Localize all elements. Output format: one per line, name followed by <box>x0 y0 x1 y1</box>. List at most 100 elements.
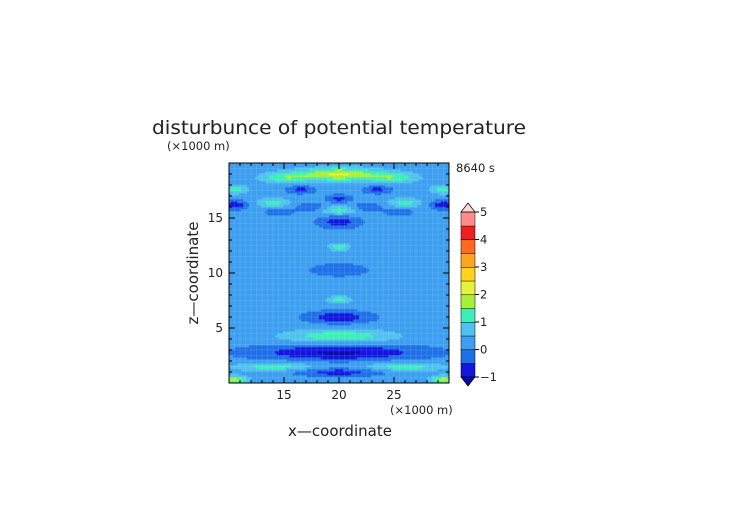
contour-cell <box>359 327 362 330</box>
contour-cell <box>415 373 418 376</box>
contour-cell <box>345 381 348 384</box>
contour-cell <box>405 367 408 370</box>
contour-cell <box>425 329 428 332</box>
contour-cell <box>299 327 302 330</box>
contour-cell <box>375 303 378 306</box>
contour-cell <box>291 301 294 304</box>
contour-cell <box>435 335 438 338</box>
contour-cell <box>229 369 232 372</box>
contour-cell <box>395 353 398 356</box>
contour-cell <box>417 335 420 338</box>
contour-cell <box>403 365 406 368</box>
contour-cell <box>275 291 278 294</box>
contour-cell <box>231 315 234 318</box>
contour-cell <box>447 365 450 368</box>
contour-cell <box>321 321 324 324</box>
contour-cell <box>269 353 272 356</box>
contour-cell <box>429 381 432 384</box>
contour-cell <box>355 329 358 332</box>
contour-cell <box>387 345 390 348</box>
contour-cell <box>389 305 392 308</box>
contour-cell <box>311 369 314 372</box>
contour-cell <box>327 301 330 304</box>
contour-cell <box>435 371 438 374</box>
contour-cell <box>273 355 276 358</box>
contour-cell <box>277 311 280 314</box>
contour-cell <box>441 307 444 310</box>
contour-cell <box>241 367 244 370</box>
contour-cell <box>383 365 386 368</box>
contour-cell <box>419 341 422 344</box>
contour-cell <box>263 295 266 298</box>
contour-cell <box>439 381 442 384</box>
contour-cell <box>255 297 258 300</box>
contour-cell <box>407 355 410 358</box>
contour-cell <box>313 299 316 302</box>
contour-cell <box>343 375 346 378</box>
contour-cell <box>415 361 418 364</box>
contour-cell <box>417 345 420 348</box>
contour-cell <box>409 295 412 298</box>
contour-cell <box>399 359 402 362</box>
contour-cell <box>241 313 244 316</box>
contour-cell <box>281 341 284 344</box>
contour-cell <box>251 337 254 340</box>
contour-cell <box>281 315 284 318</box>
contour-cell <box>229 329 232 332</box>
contour-cell <box>357 315 360 318</box>
contour-cell <box>373 373 376 376</box>
contour-cell <box>417 299 420 302</box>
contour-cell <box>293 381 296 384</box>
contour-cell <box>287 353 290 356</box>
contour-cell <box>399 315 402 318</box>
contour-cell <box>301 369 304 372</box>
contour-cell <box>337 343 340 346</box>
contour-cell <box>291 293 294 296</box>
contour-cell <box>311 315 314 318</box>
contour-cell <box>245 297 248 300</box>
contour-cell <box>277 381 280 384</box>
contour-cell <box>433 319 436 322</box>
contour-cell <box>267 377 270 380</box>
contour-cell <box>343 307 346 310</box>
contour-cell <box>293 337 296 340</box>
contour-cell <box>383 313 386 316</box>
contour-cell <box>277 299 280 302</box>
contour-cell <box>339 351 342 354</box>
contour-cell <box>335 333 338 336</box>
contour-cell <box>409 301 412 304</box>
contour-cell <box>293 363 296 366</box>
contour-cell <box>293 341 296 344</box>
contour-cell <box>327 361 330 364</box>
contour-cell <box>375 347 378 350</box>
contour-cell <box>287 367 290 370</box>
contour-cell <box>425 341 428 344</box>
contour-cell <box>281 311 284 314</box>
contour-cell <box>417 381 420 384</box>
contour-cell <box>295 317 298 320</box>
contour-cell <box>287 305 290 308</box>
contour-cell <box>319 375 322 378</box>
contour-cell <box>317 363 320 366</box>
contour-cell <box>237 337 240 340</box>
contour-cell <box>365 369 368 372</box>
contour-cell <box>359 349 362 352</box>
contour-cell <box>353 381 356 384</box>
contour-cell <box>395 313 398 316</box>
contour-cell <box>315 309 318 312</box>
contour-cell <box>373 339 376 342</box>
contour-cell <box>287 317 290 320</box>
contour-cell <box>263 333 266 336</box>
contour-cell <box>327 325 330 328</box>
contour-cell <box>321 335 324 338</box>
contour-cell <box>319 309 322 312</box>
contour-cell <box>255 309 258 312</box>
contour-cell <box>371 375 374 378</box>
contour-cell <box>251 339 254 342</box>
contour-cell <box>277 329 280 332</box>
contour-cell <box>399 337 402 340</box>
contour-cell <box>295 301 298 304</box>
contour-cell <box>249 351 252 354</box>
contour-cell <box>403 297 406 300</box>
contour-cell <box>387 349 390 352</box>
